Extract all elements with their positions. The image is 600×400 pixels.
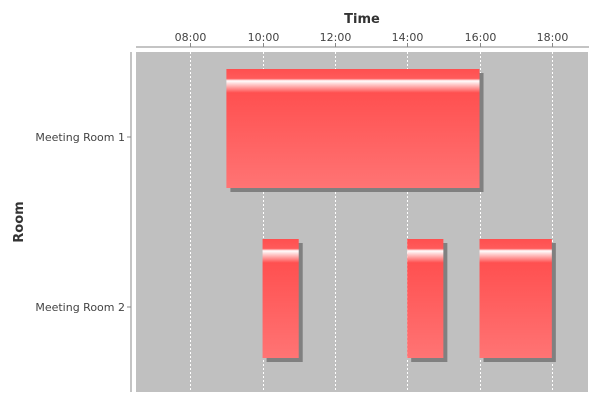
category-label: Meeting Room 2 [35, 301, 125, 314]
task-bar-fill [262, 239, 299, 358]
x-tick-label: 16:00 [465, 31, 497, 44]
task-bar-fill [226, 69, 480, 188]
category-label: Meeting Room 1 [35, 131, 125, 144]
x-tick-label: 12:00 [320, 31, 352, 44]
x-tick-label: 08:00 [175, 31, 207, 44]
x-axis-title: Time [344, 12, 380, 27]
x-tick-label: 18:00 [537, 31, 569, 44]
x-tick-label: 10:00 [248, 31, 280, 44]
task-bar-fill [407, 239, 444, 358]
y-axis-ticks: Meeting Room 1 Meeting Room 2 [35, 131, 131, 314]
task-bar [226, 69, 484, 192]
y-axis-title: Room [12, 201, 27, 242]
task-bar [262, 239, 303, 362]
x-axis-ticks: 08:00 10:00 12:00 14:00 16:00 18:00 [175, 31, 569, 47]
x-tick-label: 14:00 [392, 31, 424, 44]
task-bar [479, 239, 556, 362]
task-bars [226, 69, 556, 362]
task-bar [407, 239, 448, 362]
task-bar-fill [479, 239, 552, 358]
